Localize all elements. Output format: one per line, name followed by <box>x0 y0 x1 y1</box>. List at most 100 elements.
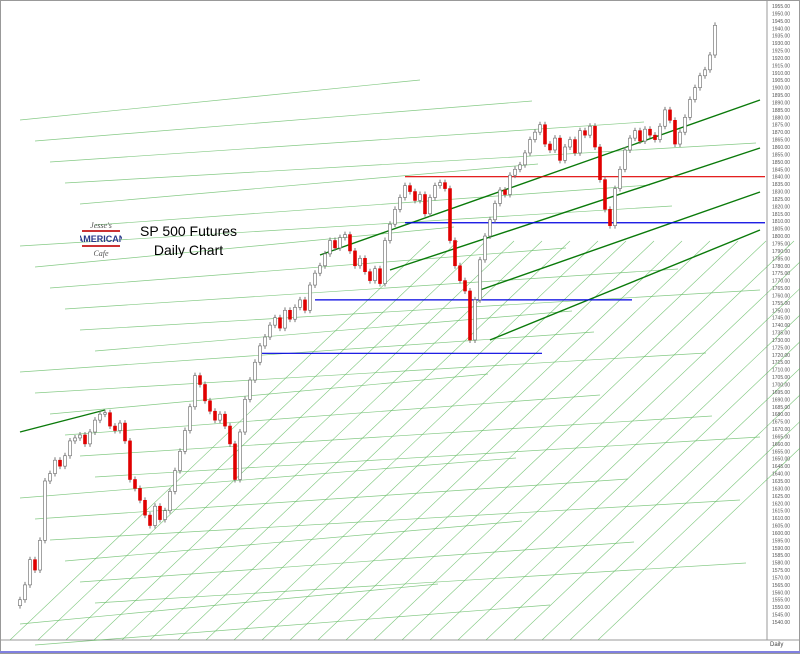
y-tick-label: 1875.00 <box>772 123 790 129</box>
candle <box>228 425 232 445</box>
trendline <box>64 394 601 436</box>
candle <box>358 258 362 267</box>
candle <box>248 379 252 400</box>
y-tick-label: 1595.00 <box>772 538 790 544</box>
y-tick-label: 1765.00 <box>772 286 790 292</box>
y-tick-label: 1625.00 <box>772 494 790 500</box>
trendline <box>93 240 515 641</box>
candle <box>93 419 97 433</box>
candle <box>68 440 72 457</box>
candle <box>448 188 452 241</box>
y-tick-label: 1845.00 <box>772 167 790 173</box>
candle <box>683 117 687 133</box>
candle <box>108 412 112 427</box>
candle <box>128 440 132 480</box>
chart-title: SP 500 Futures <box>140 223 238 239</box>
candle <box>668 109 672 121</box>
candle <box>613 188 617 226</box>
candle <box>483 235 487 261</box>
candle <box>388 223 392 241</box>
y-tick-label: 1725.00 <box>772 345 790 351</box>
y-tick-label: 1585.00 <box>772 553 790 559</box>
trendline <box>94 562 747 604</box>
candle <box>518 164 522 170</box>
candle <box>178 451 182 471</box>
candle <box>53 459 57 474</box>
candle <box>373 268 377 281</box>
y-tick-label: 1545.00 <box>772 613 790 619</box>
candle <box>623 149 627 170</box>
y-tick-label: 1825.00 <box>772 197 790 203</box>
candle <box>693 87 697 100</box>
trendline <box>205 240 627 641</box>
trendline <box>64 520 523 562</box>
candle <box>288 309 292 320</box>
y-tick-label: 1800.00 <box>772 234 790 240</box>
candle <box>678 131 682 145</box>
y-tick-label: 1950.00 <box>772 11 790 17</box>
candle <box>643 128 647 142</box>
candle <box>203 384 207 402</box>
y-tick-label: 1660.00 <box>772 442 790 448</box>
candle <box>218 413 222 421</box>
candle <box>23 584 27 601</box>
trendline <box>373 240 795 641</box>
y-tick-label: 1760.00 <box>772 293 790 299</box>
y-tick-label: 1690.00 <box>772 397 790 403</box>
y-tick-label: 1580.00 <box>772 561 790 567</box>
trendline <box>19 457 517 499</box>
candle <box>538 124 542 133</box>
candle <box>333 240 337 249</box>
y-tick-label: 1740.00 <box>772 323 790 329</box>
candle <box>188 406 192 431</box>
y-tick-label: 1820.00 <box>772 204 790 210</box>
candle <box>703 69 707 77</box>
y-tick-label: 1645.00 <box>772 464 790 470</box>
trendline <box>34 478 629 520</box>
y-tick-label: 1550.00 <box>772 605 790 611</box>
y-tick-label: 1930.00 <box>772 41 790 47</box>
candle <box>63 455 67 467</box>
candle <box>473 299 477 341</box>
y-tick-label: 1890.00 <box>772 100 790 106</box>
candle <box>283 309 287 329</box>
candle <box>598 146 602 180</box>
candle <box>118 422 122 431</box>
candle <box>138 488 142 501</box>
y-tick-label: 1715.00 <box>772 360 790 366</box>
candle <box>193 375 197 408</box>
trendline <box>64 142 757 184</box>
trendline <box>19 79 421 121</box>
trendline <box>177 240 599 641</box>
candle <box>78 434 82 439</box>
y-tick-label: 1955.00 <box>772 4 790 10</box>
y-tick-label: 1665.00 <box>772 434 790 440</box>
candle <box>568 139 572 148</box>
candle <box>468 290 472 341</box>
candle <box>638 130 642 142</box>
candle <box>408 185 412 192</box>
y-tick-label: 1940.00 <box>772 26 790 32</box>
y-tick-label: 1610.00 <box>772 516 790 522</box>
trendline <box>121 240 543 641</box>
trendline <box>149 240 571 641</box>
candle <box>98 413 102 421</box>
candle <box>303 299 307 311</box>
candle <box>243 399 247 433</box>
trendline-major <box>479 191 761 291</box>
y-tick-label: 1795.00 <box>772 241 790 247</box>
trendline-major <box>19 409 106 433</box>
y-tick-label: 1670.00 <box>772 427 790 433</box>
y-tick-label: 1605.00 <box>772 524 790 530</box>
candle <box>343 234 347 238</box>
candle <box>378 268 382 284</box>
y-tick-label: 1830.00 <box>772 190 790 196</box>
candle <box>258 345 262 363</box>
candle <box>533 131 537 140</box>
candle <box>278 317 282 329</box>
y-tick-label: 1815.00 <box>772 212 790 218</box>
candle <box>548 143 552 151</box>
candle <box>453 240 457 267</box>
candle <box>223 413 227 427</box>
y-tick-label: 1720.00 <box>772 353 790 359</box>
